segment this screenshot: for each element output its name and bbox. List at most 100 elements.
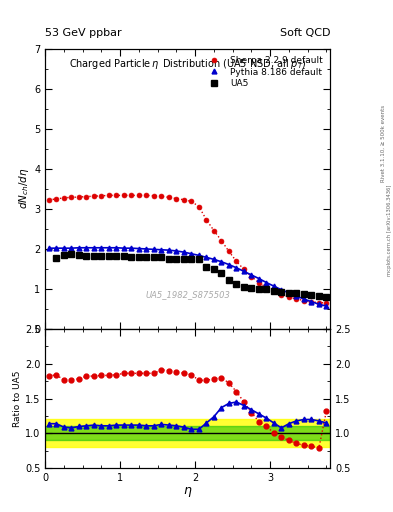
Pythia 8.186 default	[62, 245, 66, 251]
UA5	[294, 290, 299, 296]
Sherpa 2.2.9 default	[136, 193, 141, 199]
UA5	[249, 285, 254, 291]
Pythia 8.186 default	[226, 262, 231, 268]
Text: Charged Particle$\,\eta\,$ Distribution (UA5 NSD, all $p_T$): Charged Particle$\,\eta\,$ Distribution …	[69, 57, 307, 71]
UA5	[234, 281, 239, 287]
UA5	[107, 253, 111, 259]
UA5	[62, 251, 66, 258]
Sherpa 2.2.9 default	[226, 248, 231, 254]
Pythia 8.186 default	[316, 301, 321, 307]
Sherpa 2.2.9 default	[257, 280, 261, 286]
Text: UA5_1982_S875503: UA5_1982_S875503	[145, 290, 230, 300]
Sherpa 2.2.9 default	[204, 217, 209, 223]
Pythia 8.186 default	[107, 245, 111, 251]
Sherpa 2.2.9 default	[62, 195, 66, 201]
Sherpa 2.2.9 default	[279, 291, 284, 297]
UA5	[129, 253, 134, 260]
UA5	[114, 253, 119, 259]
UA5	[264, 286, 269, 292]
UA5	[167, 255, 171, 262]
Pythia 8.186 default	[136, 245, 141, 251]
Pythia 8.186 default	[174, 248, 179, 254]
Sherpa 2.2.9 default	[294, 296, 299, 302]
Text: mcplots.cern.ch [arXiv:1306.3436]: mcplots.cern.ch [arXiv:1306.3436]	[387, 185, 391, 276]
Line: Pythia 8.186 default: Pythia 8.186 default	[46, 245, 329, 309]
UA5	[219, 269, 224, 275]
Pythia 8.186 default	[114, 245, 119, 251]
UA5	[316, 293, 321, 299]
Sherpa 2.2.9 default	[84, 194, 89, 200]
Sherpa 2.2.9 default	[159, 193, 164, 199]
UA5	[174, 255, 179, 262]
Sherpa 2.2.9 default	[152, 193, 156, 199]
Pythia 8.186 default	[309, 298, 314, 305]
Sherpa 2.2.9 default	[167, 195, 171, 201]
Pythia 8.186 default	[144, 246, 149, 252]
Sherpa 2.2.9 default	[219, 238, 224, 244]
Pythia 8.186 default	[301, 296, 306, 302]
Sherpa 2.2.9 default	[242, 266, 246, 272]
Pythia 8.186 default	[257, 275, 261, 282]
Text: Soft QCD: Soft QCD	[280, 28, 330, 38]
Pythia 8.186 default	[121, 245, 126, 251]
Pythia 8.186 default	[196, 252, 201, 259]
Pythia 8.186 default	[324, 303, 329, 309]
Sherpa 2.2.9 default	[121, 193, 126, 199]
Y-axis label: $dN_{ch}/d\eta$: $dN_{ch}/d\eta$	[17, 168, 31, 209]
Sherpa 2.2.9 default	[77, 194, 81, 200]
UA5	[242, 284, 246, 290]
UA5	[272, 288, 276, 294]
Sherpa 2.2.9 default	[54, 196, 59, 202]
Pythia 8.186 default	[129, 245, 134, 251]
Sherpa 2.2.9 default	[211, 227, 216, 233]
Pythia 8.186 default	[189, 251, 194, 257]
Pythia 8.186 default	[272, 283, 276, 289]
UA5	[144, 254, 149, 260]
X-axis label: $\eta$: $\eta$	[183, 485, 193, 499]
Pythia 8.186 default	[54, 245, 59, 251]
Pythia 8.186 default	[279, 287, 284, 293]
UA5	[69, 251, 74, 257]
UA5	[324, 293, 329, 300]
Sherpa 2.2.9 default	[92, 193, 96, 199]
UA5	[226, 276, 231, 283]
Sherpa 2.2.9 default	[107, 193, 111, 199]
Pythia 8.186 default	[242, 268, 246, 274]
Sherpa 2.2.9 default	[301, 297, 306, 304]
Sherpa 2.2.9 default	[272, 288, 276, 294]
UA5	[182, 255, 186, 262]
UA5	[159, 254, 164, 260]
Pythia 8.186 default	[249, 272, 254, 278]
Sherpa 2.2.9 default	[144, 193, 149, 199]
UA5	[257, 286, 261, 292]
Line: Sherpa 2.2.9 default: Sherpa 2.2.9 default	[46, 193, 329, 305]
Pythia 8.186 default	[92, 245, 96, 251]
Sherpa 2.2.9 default	[189, 198, 194, 204]
UA5	[92, 253, 96, 259]
Pythia 8.186 default	[77, 245, 81, 251]
Sherpa 2.2.9 default	[234, 258, 239, 264]
Sherpa 2.2.9 default	[99, 193, 104, 199]
Pythia 8.186 default	[204, 254, 209, 261]
Sherpa 2.2.9 default	[286, 294, 291, 300]
Pythia 8.186 default	[152, 246, 156, 252]
Pythia 8.186 default	[219, 259, 224, 265]
UA5	[196, 257, 201, 263]
Pythia 8.186 default	[264, 280, 269, 286]
Pythia 8.186 default	[234, 265, 239, 271]
Sherpa 2.2.9 default	[196, 203, 201, 209]
Bar	[45, 426, 330, 440]
Text: 53 GeV ppbar: 53 GeV ppbar	[45, 28, 122, 38]
Pythia 8.186 default	[182, 249, 186, 255]
Pythia 8.186 default	[69, 245, 74, 251]
UA5	[77, 251, 81, 258]
Pythia 8.186 default	[159, 247, 164, 253]
UA5	[301, 291, 306, 297]
Bar	[45, 419, 330, 447]
Sherpa 2.2.9 default	[264, 284, 269, 290]
Sherpa 2.2.9 default	[182, 197, 186, 203]
UA5	[84, 253, 89, 259]
UA5	[152, 254, 156, 260]
UA5	[136, 253, 141, 260]
Pythia 8.186 default	[286, 290, 291, 296]
